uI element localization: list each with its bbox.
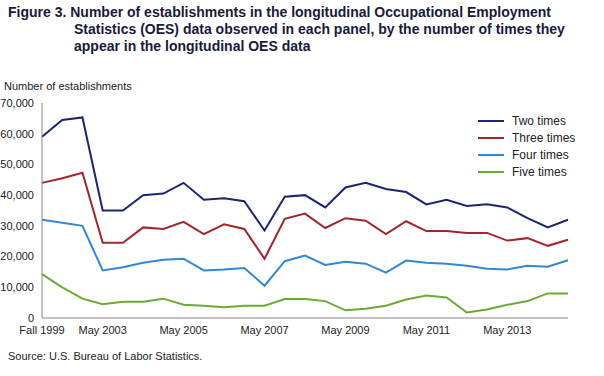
- svg-text:30,000: 30,000: [8, 220, 34, 232]
- html-text:Source: U.S. Bureau of Labor S: Source: U.S. Bureau of Labor Statistics.: [8, 350, 203, 362]
- svg-text:40,000: 40,000: [8, 189, 34, 201]
- html-text:Number of establishments: Number of establishments: [4, 80, 132, 92]
- svg-text:May 2003: May 2003: [79, 324, 127, 336]
- html-text:Two times: Two times: [512, 113, 566, 128]
- html-text:Three times: Three times: [512, 130, 576, 145]
- svg-text:May 2011: May 2011: [403, 324, 451, 336]
- svg-text:50,000: 50,000: [8, 158, 34, 170]
- svg-text:70,000: 70,000: [8, 97, 34, 109]
- svg-text:May 2013: May 2013: [483, 324, 531, 336]
- svg-text:10,000: 10,000: [8, 281, 34, 293]
- svg-text:60,000: 60,000: [8, 128, 34, 140]
- html-text:Five times: Five times: [512, 164, 567, 179]
- html-text:Figure 3. Number of establishm: Figure 3. Number of establishments in th…: [8, 4, 565, 54]
- svg-text:May 2005: May 2005: [159, 324, 207, 336]
- svg-text:May 2009: May 2009: [321, 324, 369, 336]
- svg-text:May 2007: May 2007: [240, 324, 288, 336]
- svg-text:0: 0: [28, 312, 34, 324]
- html-text:Four times: Four times: [512, 147, 569, 162]
- svg-text:20,000: 20,000: [8, 250, 34, 262]
- svg-text:Fall 1999: Fall 1999: [19, 324, 64, 336]
